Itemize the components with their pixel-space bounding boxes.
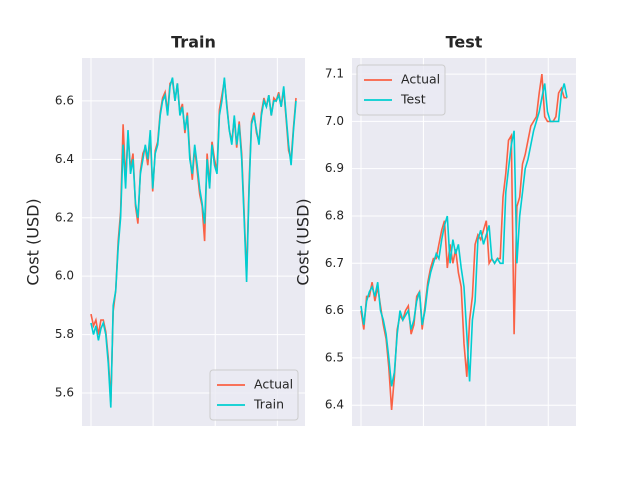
data-line	[360, 83, 568, 387]
y-tick-label: 6.5	[325, 350, 344, 364]
y-tick-label: 6.6	[55, 93, 74, 107]
y-tick-label: 5.6	[55, 385, 74, 399]
data-line	[90, 77, 297, 408]
y-tick-label: 6.7	[325, 256, 344, 270]
legend-label: Test	[400, 92, 426, 107]
y-tick-label: 5.8	[55, 327, 74, 341]
y-axis-label: Cost (USD)	[294, 198, 313, 285]
y-tick-label: 7.0	[325, 114, 344, 128]
legend-box	[356, 64, 446, 116]
legend-label: Actual	[401, 72, 440, 87]
y-tick-label: 6.8	[325, 208, 344, 222]
y-axis-label: Cost (USD)	[24, 198, 43, 285]
legend-label: Actual	[254, 377, 293, 392]
y-tick-label: 6.2	[55, 210, 74, 224]
y-tick-label: 6.0	[55, 269, 74, 283]
chart-title: Train	[171, 33, 216, 52]
legend-box	[209, 369, 299, 421]
y-tick-label: 6.6	[325, 303, 344, 317]
chart-title: Test	[446, 33, 483, 52]
y-tick-label: 6.4	[55, 152, 74, 166]
legend-label: Train	[253, 397, 284, 412]
y-tick-label: 6.4	[325, 398, 344, 412]
y-tick-label: 7.1	[325, 67, 344, 81]
y-tick-label: 6.9	[325, 161, 344, 175]
